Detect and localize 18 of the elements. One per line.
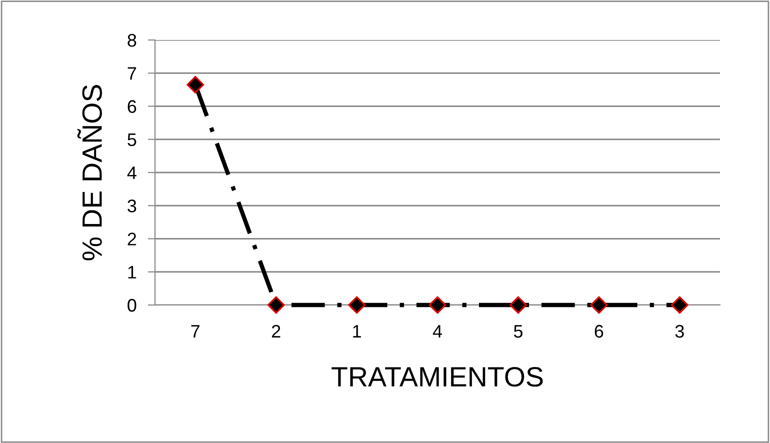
- y-tick-label: 6: [128, 100, 136, 113]
- y-tick-label: 2: [128, 232, 136, 246]
- x-tick-label: 3: [675, 324, 684, 338]
- x-tick-label: 7: [191, 325, 200, 338]
- y-tick-label: 5: [128, 133, 136, 146]
- y-tick-label: 3: [128, 200, 136, 212]
- x-tick-label: 2: [272, 324, 280, 338]
- y-tick-label: 8: [128, 34, 136, 47]
- y-tick-label: 7: [128, 67, 136, 80]
- y-tick-label: 0: [128, 298, 136, 312]
- x-tick-label: 1: [353, 325, 361, 338]
- x-tick-label: 5: [514, 325, 522, 338]
- y-axis-title: % DE DAÑOS: [77, 85, 102, 260]
- x-tick-label: 6: [594, 324, 604, 338]
- x-tick-label: 4: [432, 325, 442, 338]
- x-axis-title: TRATAMIENTOS: [332, 367, 543, 387]
- y-tick-label: 4: [127, 166, 136, 180]
- y-tick-label: 1: [128, 266, 136, 278]
